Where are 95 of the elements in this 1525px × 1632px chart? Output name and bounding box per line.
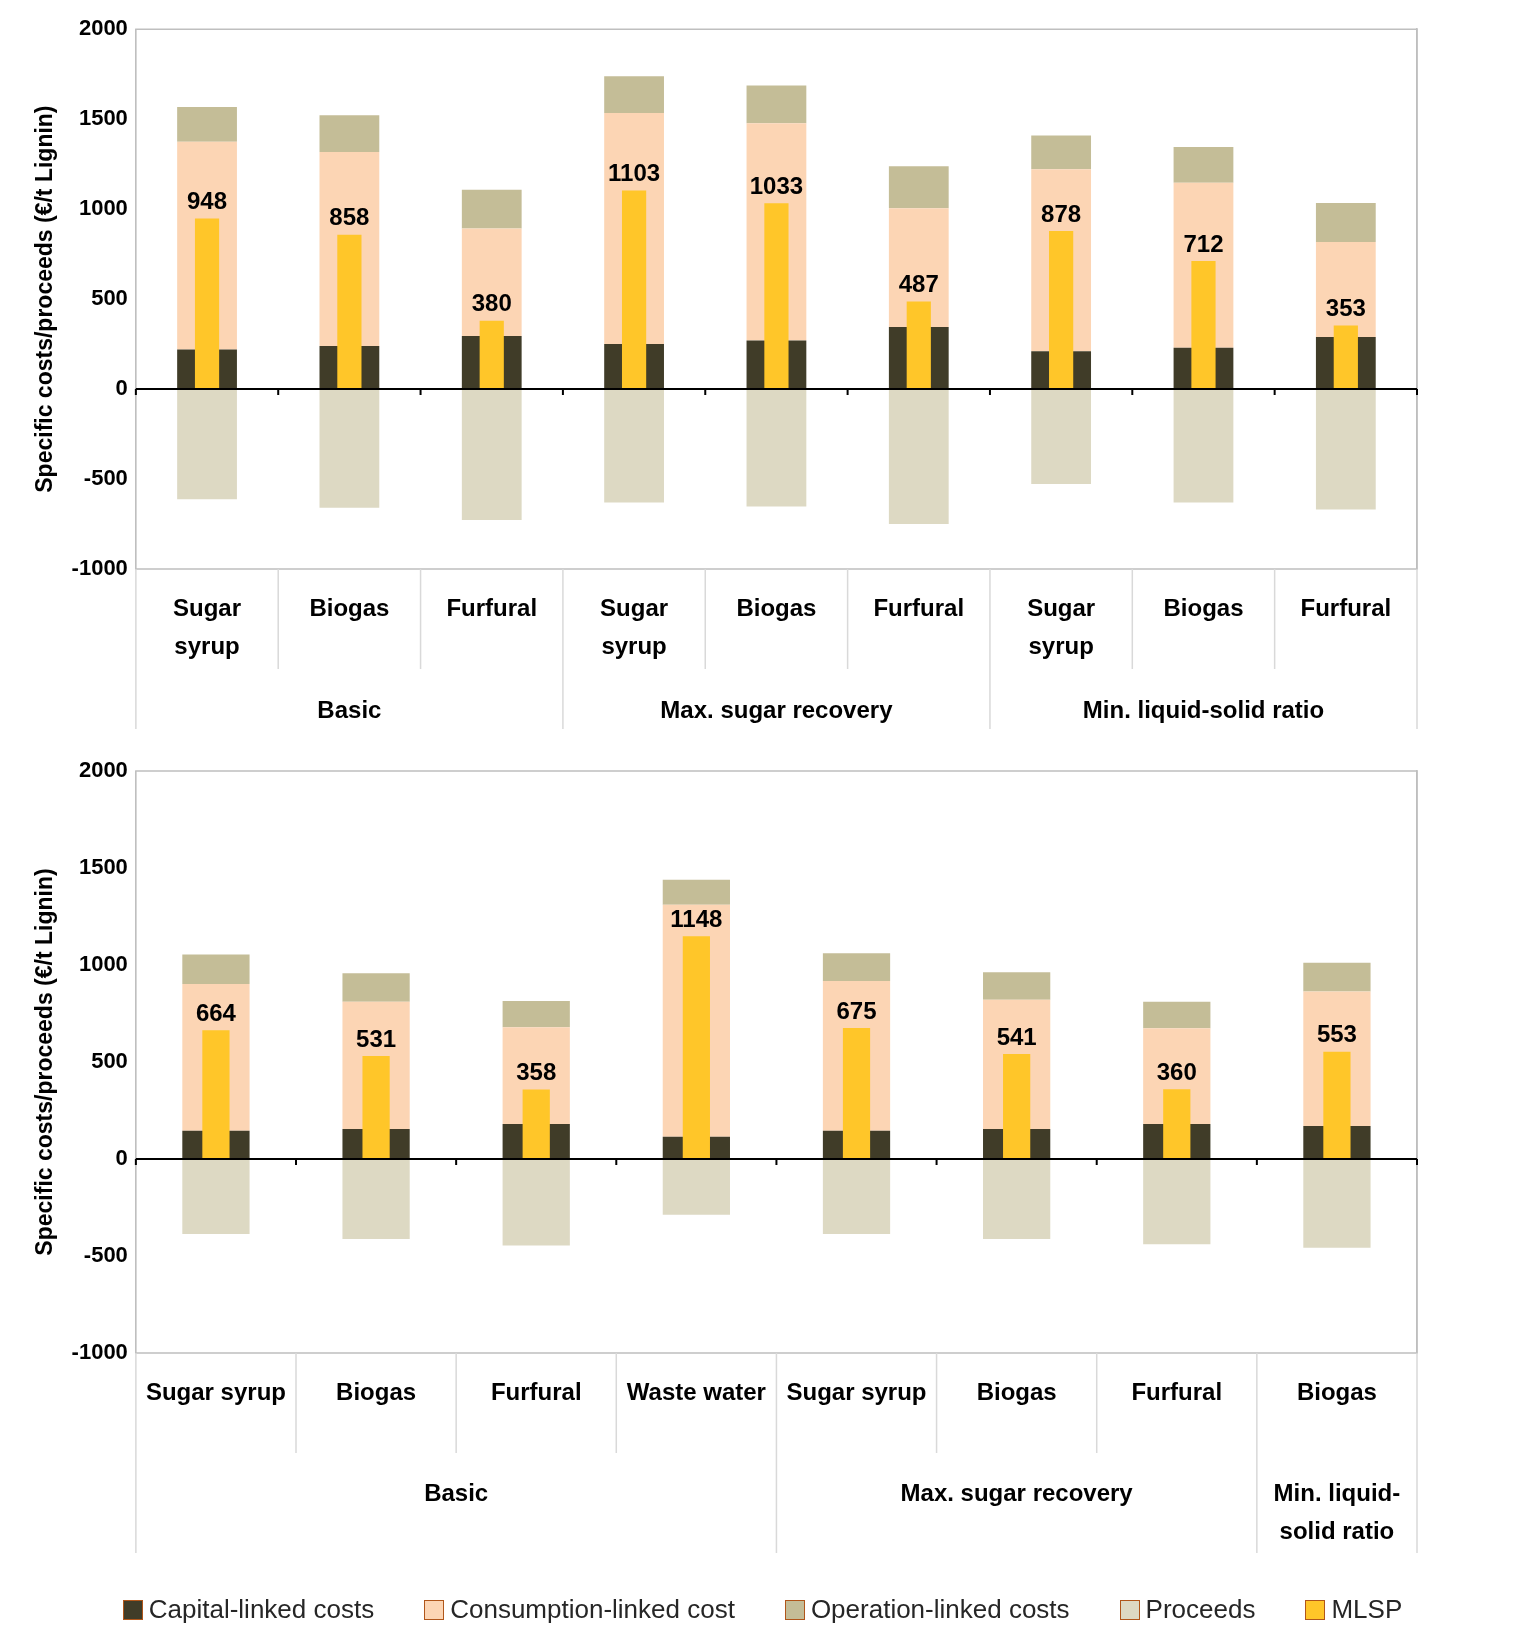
legend-label: Operation-linked costs bbox=[810, 1594, 1070, 1625]
bar bbox=[1173, 146, 1234, 183]
bar bbox=[746, 389, 807, 507]
bar bbox=[983, 972, 1051, 1000]
category-label: Furfural bbox=[1131, 1377, 1223, 1405]
bar bbox=[342, 973, 410, 1002]
y-tick-label: 500 bbox=[91, 1048, 128, 1074]
bar bbox=[319, 389, 380, 508]
bar bbox=[182, 954, 250, 985]
bar bbox=[746, 85, 807, 124]
text: Basic bbox=[424, 1478, 489, 1506]
y-axis-title: Specific costs/proceeds (€/t Lignin) bbox=[31, 868, 58, 1256]
category-label: Sugar syrup bbox=[173, 593, 242, 659]
text: Min. liquid-solid ratio bbox=[1082, 695, 1325, 723]
bar bbox=[177, 106, 237, 142]
data-label: 353 bbox=[1325, 294, 1366, 322]
bar bbox=[822, 953, 891, 981]
bar bbox=[1143, 1159, 1211, 1245]
bar bbox=[1303, 1159, 1371, 1248]
bar bbox=[461, 389, 522, 520]
y-tick-label: 2000 bbox=[78, 15, 128, 41]
data-label: 1148 bbox=[670, 904, 723, 932]
category-label: Biogas bbox=[976, 1377, 1057, 1405]
y-tick-label: -1000 bbox=[71, 555, 128, 581]
bar bbox=[1315, 203, 1376, 242]
category-label: Biogas bbox=[1296, 1377, 1377, 1405]
text: Max. sugar recovery bbox=[900, 1478, 1134, 1506]
y-tick-label: 1500 bbox=[78, 105, 128, 131]
bar bbox=[888, 389, 949, 525]
bar bbox=[182, 1159, 250, 1234]
category-label: Furfural bbox=[873, 593, 965, 621]
category-label: Sugar syrup bbox=[600, 593, 669, 659]
y-tick-label: 0 bbox=[115, 375, 128, 401]
category-label: Biogas bbox=[309, 593, 390, 621]
category-label: Sugar syrup bbox=[1027, 593, 1096, 659]
bar bbox=[1031, 135, 1092, 170]
data-label: 948 bbox=[187, 187, 228, 215]
y-axis-title: Specific costs/proceeds (€/t Lignin) bbox=[31, 105, 58, 493]
bar bbox=[177, 389, 237, 500]
data-label: 712 bbox=[1183, 229, 1224, 257]
bar bbox=[662, 879, 730, 905]
data-label: 487 bbox=[898, 270, 939, 298]
data-label: 1103 bbox=[608, 159, 661, 187]
y-tick-label: 2000 bbox=[78, 757, 128, 783]
category-label: Biogas bbox=[736, 593, 817, 621]
data-label: 541 bbox=[996, 1022, 1037, 1050]
text: Min. liquid-solid ratio bbox=[1273, 1478, 1401, 1544]
data-label: 358 bbox=[516, 1058, 557, 1086]
data-label: 553 bbox=[1316, 1020, 1357, 1048]
bar bbox=[888, 166, 949, 209]
bar bbox=[1143, 1001, 1211, 1029]
data-label: 858 bbox=[329, 203, 370, 231]
data-label: 664 bbox=[195, 998, 237, 1026]
legend-label: Consumption-linked cost bbox=[450, 1594, 735, 1625]
bar bbox=[502, 1000, 570, 1028]
category-label: Sugar syrup bbox=[145, 1377, 286, 1405]
bar bbox=[822, 1159, 891, 1234]
y-tick-label: 500 bbox=[91, 285, 128, 311]
legend-label: Proceeds bbox=[1145, 1594, 1256, 1625]
category-label: Furfural bbox=[1300, 593, 1392, 621]
y-tick-label: -500 bbox=[83, 1242, 128, 1268]
category-label: Biogas bbox=[336, 1377, 417, 1405]
category-label: Waste water bbox=[626, 1377, 766, 1405]
bar bbox=[461, 189, 522, 229]
bar bbox=[1315, 389, 1376, 510]
bar bbox=[319, 115, 380, 152]
bar bbox=[1173, 389, 1234, 503]
y-tick-label: -500 bbox=[83, 465, 128, 491]
y-tick-label: 0 bbox=[115, 1145, 128, 1171]
data-label: 675 bbox=[836, 996, 877, 1024]
bar bbox=[604, 76, 664, 114]
data-label: 380 bbox=[471, 289, 512, 317]
bar bbox=[502, 1159, 570, 1246]
category-label: Furfural bbox=[490, 1377, 582, 1405]
category-label: Furfural bbox=[446, 593, 538, 621]
data-label: 360 bbox=[1156, 1057, 1197, 1085]
legend-label: MLSP bbox=[1331, 1594, 1403, 1625]
data-label: 878 bbox=[1041, 199, 1082, 227]
y-tick-label: -1000 bbox=[71, 1339, 128, 1365]
data-label: 531 bbox=[356, 1024, 397, 1052]
text: Basic bbox=[317, 695, 382, 723]
category-label: Biogas bbox=[1163, 593, 1244, 621]
y-tick-label: 1500 bbox=[78, 854, 128, 880]
data-label: 1033 bbox=[749, 171, 804, 199]
category-label: Sugar syrup bbox=[786, 1377, 927, 1405]
bar bbox=[662, 1159, 730, 1215]
bar bbox=[604, 389, 664, 503]
bar bbox=[342, 1159, 410, 1240]
y-tick-label: 1000 bbox=[78, 195, 128, 221]
y-tick-label: 1000 bbox=[78, 951, 128, 977]
bar bbox=[983, 1159, 1051, 1240]
bar bbox=[1303, 962, 1371, 992]
bar bbox=[1031, 389, 1092, 485]
text: Max. sugar recovery bbox=[660, 695, 894, 723]
legend-label: Capital-linked costs bbox=[148, 1594, 375, 1625]
